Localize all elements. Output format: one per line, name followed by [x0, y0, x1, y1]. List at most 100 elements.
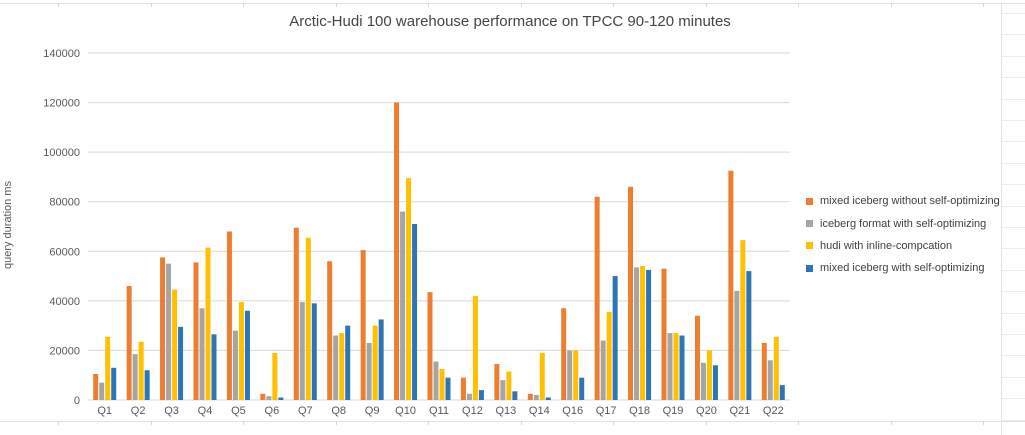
- bar-Q22-series4[interactable]: [779, 385, 785, 400]
- bar-Q16-series3[interactable]: [573, 350, 579, 400]
- legend-item-series4[interactable]: mixed iceberg with self-optimizing: [806, 257, 1000, 279]
- bar-Q20-series3[interactable]: [706, 350, 712, 400]
- spreadsheet-column-tick: [983, 3, 984, 7]
- chart-title[interactable]: Arctic-Hudi 100 warehouse performance on…: [289, 13, 731, 30]
- bar-Q1-series2[interactable]: [99, 382, 105, 400]
- bar-Q3-series4[interactable]: [178, 326, 184, 400]
- bar-Q2-series4[interactable]: [144, 370, 150, 400]
- bar-Q10-series3[interactable]: [406, 178, 412, 400]
- bar-Q18-series3[interactable]: [640, 266, 646, 400]
- bar-Q19-series3[interactable]: [673, 333, 679, 400]
- bar-Q4-series4[interactable]: [211, 334, 217, 400]
- bar-Q8-series4[interactable]: [345, 325, 351, 400]
- bar-Q18-series1[interactable]: [628, 186, 634, 400]
- bar-Q13-series4[interactable]: [512, 391, 518, 400]
- x-tick-label: Q1: [97, 405, 112, 417]
- legend-item-series2[interactable]: iceberg format with self-optimizing: [806, 212, 1000, 234]
- bar-Q17-series3[interactable]: [606, 312, 612, 400]
- bar-Q16-series2[interactable]: [567, 350, 573, 400]
- bar-Q5-series2[interactable]: [232, 330, 238, 400]
- bar-Q1-series4[interactable]: [111, 367, 117, 400]
- legend[interactable]: mixed iceberg without self-optimizing ice…: [806, 190, 1000, 280]
- bar-Q4-series1[interactable]: [193, 262, 199, 400]
- bar-Q20-series2[interactable]: [700, 362, 706, 400]
- bar-Q3-series2[interactable]: [166, 263, 172, 400]
- x-tick-label: Q19: [663, 405, 684, 417]
- bar-Q14-series2[interactable]: [533, 395, 539, 400]
- bar-Q12-series2[interactable]: [466, 393, 472, 400]
- x-tick-label: Q7: [298, 405, 313, 417]
- bar-Q22-series1[interactable]: [761, 342, 767, 400]
- bar-Q21-series4[interactable]: [746, 271, 752, 400]
- bar-Q13-series3[interactable]: [506, 371, 512, 401]
- bar-Q18-series2[interactable]: [634, 267, 640, 400]
- bar-Q9-series3[interactable]: [372, 325, 378, 400]
- bar-Q9-series2[interactable]: [366, 342, 372, 400]
- bar-Q13-series2[interactable]: [500, 380, 506, 400]
- bar-Q11-series1[interactable]: [427, 292, 433, 400]
- bar-Q20-series4[interactable]: [712, 365, 718, 400]
- bar-Q5-series4[interactable]: [244, 310, 250, 400]
- bar-Q10-series4[interactable]: [412, 224, 418, 400]
- bar-Q9-series4[interactable]: [378, 319, 384, 400]
- bar-Q5-series3[interactable]: [238, 302, 244, 400]
- bar-Q19-series4[interactable]: [679, 335, 685, 400]
- bar-Q10-series1[interactable]: [394, 102, 400, 400]
- bar-Q7-series3[interactable]: [305, 237, 311, 400]
- bar-Q17-series4[interactable]: [612, 276, 618, 400]
- bar-Q6-series2[interactable]: [266, 396, 272, 400]
- bar-Q22-series3[interactable]: [773, 336, 779, 400]
- spreadsheet-bottom-border: [0, 421, 1025, 422]
- bar-Q4-series3[interactable]: [205, 247, 211, 400]
- bar-Q1-series1[interactable]: [93, 373, 99, 400]
- bar-Q19-series1[interactable]: [661, 268, 667, 400]
- bar-Q7-series4[interactable]: [311, 303, 317, 400]
- bar-Q2-series2[interactable]: [132, 354, 138, 400]
- bar-Q12-series3[interactable]: [472, 295, 478, 400]
- bar-Q19-series2[interactable]: [667, 333, 673, 400]
- bar-Q17-series1[interactable]: [594, 196, 600, 400]
- bar-Q4-series2[interactable]: [199, 308, 205, 400]
- bar-Q6-series4[interactable]: [278, 397, 284, 400]
- bar-Q7-series1[interactable]: [293, 227, 299, 400]
- bar-Q14-series3[interactable]: [539, 352, 545, 400]
- bar-Q21-series1[interactable]: [728, 170, 734, 400]
- bar-Q8-series2[interactable]: [333, 335, 339, 400]
- bar-Q2-series1[interactable]: [126, 285, 132, 400]
- bar-Q21-series2[interactable]: [734, 290, 740, 400]
- bar-Q11-series2[interactable]: [433, 361, 439, 400]
- legend-item-series1[interactable]: mixed iceberg without self-optimizing: [806, 190, 1000, 212]
- bar-Q12-series4[interactable]: [478, 390, 484, 400]
- bar-Q16-series4[interactable]: [579, 377, 585, 400]
- bar-Q21-series3[interactable]: [740, 240, 746, 400]
- bar-Q9-series1[interactable]: [360, 250, 366, 400]
- bar-Q14-series4[interactable]: [545, 397, 551, 400]
- bar-Q1-series3[interactable]: [105, 336, 111, 400]
- x-tick-label: Q3: [164, 405, 179, 417]
- bar-Q16-series1[interactable]: [561, 308, 567, 400]
- bar-Q14-series1[interactable]: [527, 393, 533, 400]
- bar-Q18-series4[interactable]: [646, 269, 652, 401]
- bar-Q12-series1[interactable]: [460, 377, 466, 400]
- y-tick-label: 120000: [43, 98, 80, 110]
- bar-Q3-series1[interactable]: [160, 257, 166, 400]
- bar-Q8-series3[interactable]: [339, 333, 345, 400]
- bar-Q11-series4[interactable]: [445, 377, 451, 400]
- bar-Q3-series3[interactable]: [172, 289, 178, 400]
- bar-Q2-series3[interactable]: [138, 341, 144, 400]
- spreadsheet-row-line: [1002, 227, 1025, 228]
- bar-Q11-series3[interactable]: [439, 369, 445, 400]
- bar-Q6-series3[interactable]: [272, 352, 278, 400]
- bar-Q17-series2[interactable]: [600, 340, 606, 400]
- bar-Q8-series1[interactable]: [327, 261, 333, 400]
- bar-Q7-series2[interactable]: [299, 302, 305, 400]
- bar-Q13-series1[interactable]: [494, 364, 500, 400]
- bar-Q6-series1[interactable]: [260, 393, 266, 400]
- legend-item-series3[interactable]: hudi with inline-compcation: [806, 235, 1000, 257]
- bar-Q10-series2[interactable]: [400, 211, 406, 400]
- x-tick-label: Q6: [265, 405, 280, 417]
- bar-Q20-series1[interactable]: [694, 315, 700, 400]
- bar-Q22-series2[interactable]: [767, 360, 773, 400]
- bar-Q5-series1[interactable]: [226, 231, 232, 400]
